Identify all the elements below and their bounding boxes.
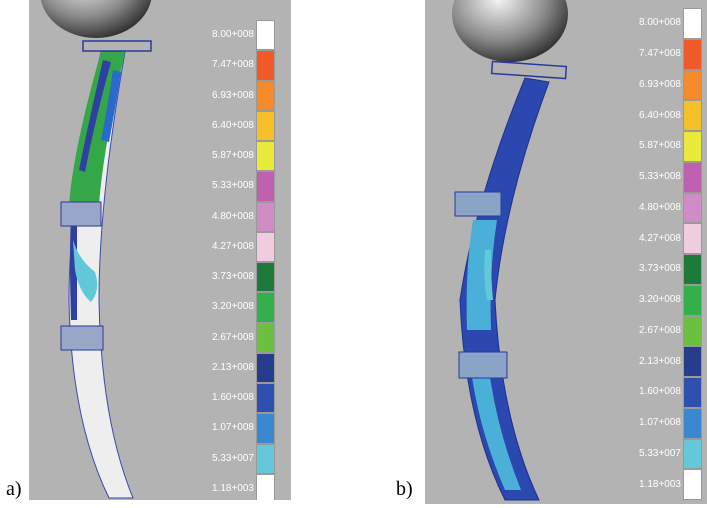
legend-label: 1.07+008 (639, 417, 681, 429)
legend-label: 2.13+008 (212, 361, 254, 373)
legend-label: 3.73+008 (212, 271, 254, 283)
legend-label: 8.00+008 (639, 17, 681, 29)
simulation-panel-b: 8.00+008 7.47+008 6.93+008 6.40+008 5.87+008… (425, 0, 707, 504)
legend-label: 6.40+008 (639, 109, 681, 121)
fixation-clamp-upper (60, 201, 102, 227)
legend-label: 3.73+008 (639, 263, 681, 275)
legend-swatch (683, 469, 702, 500)
legend-swatch (256, 20, 275, 51)
legend-swatch (683, 438, 702, 470)
caption-b: b) (396, 478, 413, 500)
legend-swatch (256, 262, 275, 293)
legend-swatch (256, 292, 275, 323)
contact-plate (82, 40, 152, 52)
stress-zone-middle (466, 220, 497, 330)
legend-swatch (256, 383, 275, 414)
legend-label: 4.27+008 (212, 240, 254, 252)
legend-swatch (683, 407, 702, 439)
legend-label: 1.18+003 (212, 482, 254, 494)
stress-zone-middle (73, 240, 98, 302)
legend-label: 1.60+008 (639, 386, 681, 398)
legend-label: 4.80+008 (639, 201, 681, 213)
legend-swatch (256, 443, 275, 474)
legend-label: 1.07+008 (212, 422, 254, 434)
legend-label: 6.93+008 (639, 78, 681, 90)
color-legend-b: 8.00+008 7.47+008 6.93+008 6.40+008 5.87+008… (639, 8, 702, 500)
legend-swatch (683, 315, 702, 347)
legend-label: 2.67+008 (639, 324, 681, 336)
color-legend-a: 8.00+008 7.47+008 6.93+008 6.40+008 5.87+008… (212, 20, 275, 500)
legend-swatch (256, 231, 275, 262)
legend-label: 5.87+008 (212, 150, 254, 162)
legend-swatch (683, 38, 702, 70)
legend-label: 5.33+007 (212, 452, 254, 464)
legend-label: 3.20+008 (212, 301, 254, 313)
legend-swatch (683, 377, 702, 408)
legend-swatch (683, 100, 702, 131)
legend-swatch (683, 131, 702, 162)
legend-label: 5.87+008 (639, 140, 681, 152)
legend-label: 4.80+008 (212, 210, 254, 222)
legend-swatch (256, 110, 275, 141)
legend-label: 1.18+003 (639, 478, 681, 490)
legend-swatch (683, 346, 702, 377)
stress-render-a (40, 0, 152, 499)
legend-swatch (256, 80, 275, 111)
stress-render-b (452, 0, 568, 501)
contact-plate (490, 60, 568, 80)
legend-label: 5.33+008 (212, 180, 254, 192)
legend-swatch (683, 223, 702, 254)
legend-label: 1.60+008 (212, 392, 254, 404)
legend-swatch (683, 8, 702, 39)
legend-label: 5.33+007 (639, 447, 681, 459)
legend-label: 3.20+008 (639, 294, 681, 306)
legend-swatch (256, 413, 275, 444)
fixation-clamp-lower (60, 325, 104, 351)
legend-swatch (256, 141, 275, 172)
impactor-sphere (452, 0, 568, 62)
fixation-clamp-lower (458, 351, 508, 379)
impactor-sphere (40, 0, 152, 38)
legend-swatch (256, 473, 275, 500)
caption-a: a) (6, 478, 22, 500)
legend-label: 2.13+008 (639, 355, 681, 367)
legend-label: 7.47+008 (639, 48, 681, 60)
legend-label: 6.40+008 (212, 119, 254, 131)
legend-swatch (683, 254, 702, 285)
legend-swatch (256, 171, 275, 202)
legend-swatch (683, 192, 702, 224)
fixation-clamp-upper (454, 191, 502, 217)
legend-swatch (256, 322, 275, 353)
legend-swatch (256, 201, 275, 232)
simulation-panel-a: 8.00+008 7.47+008 6.93+008 6.40+008 5.87+008… (29, 0, 291, 500)
legend-swatch (683, 161, 702, 193)
legend-swatch (683, 69, 702, 101)
legend-label: 2.67+008 (212, 331, 254, 343)
legend-label: 4.27+008 (639, 232, 681, 244)
legend-label: 5.33+008 (639, 171, 681, 183)
legend-swatch (256, 50, 275, 81)
legend-label: 7.47+008 (212, 59, 254, 71)
legend-label: 6.93+008 (212, 89, 254, 101)
legend-swatch (256, 352, 275, 383)
legend-label: 8.00+008 (212, 29, 254, 41)
legend-swatch (683, 284, 702, 316)
